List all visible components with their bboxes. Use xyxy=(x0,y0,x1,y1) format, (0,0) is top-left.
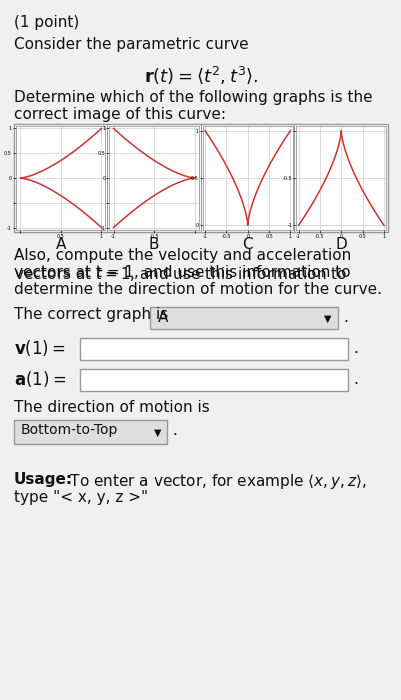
Text: D: D xyxy=(334,237,346,252)
Text: $\mathbf{a}(1) =$: $\mathbf{a}(1) =$ xyxy=(14,369,66,389)
Text: type "< x, y, z >": type "< x, y, z >" xyxy=(14,490,148,505)
Text: vectors at $t = 1$, and use this information to: vectors at $t = 1$, and use this informa… xyxy=(14,265,346,283)
Text: C: C xyxy=(242,237,253,252)
Text: $\mathbf{v}(1) =$: $\mathbf{v}(1) =$ xyxy=(14,338,66,358)
Text: Bottom-to-Top: Bottom-to-Top xyxy=(21,423,118,437)
Bar xyxy=(80,369,347,391)
Text: .: . xyxy=(172,423,176,438)
Text: correct image of this curve:: correct image of this curve: xyxy=(14,107,225,122)
Text: .: . xyxy=(352,341,357,356)
Text: The direction of motion is: The direction of motion is xyxy=(14,400,209,415)
Text: vectors at t = 1, and use this information to: vectors at t = 1, and use this informati… xyxy=(14,265,350,280)
Bar xyxy=(14,124,387,232)
Text: Usage:: Usage: xyxy=(14,472,73,487)
Bar xyxy=(80,338,347,360)
Text: Also, compute the velocity and acceleration: Also, compute the velocity and accelerat… xyxy=(14,248,350,263)
Text: The correct graph is: The correct graph is xyxy=(14,307,168,322)
Bar xyxy=(150,307,337,329)
Text: (1 point): (1 point) xyxy=(14,15,79,30)
Text: ▼: ▼ xyxy=(154,428,161,438)
Text: Determine which of the following graphs is the: Determine which of the following graphs … xyxy=(14,90,372,105)
Text: .: . xyxy=(342,310,347,325)
Text: A: A xyxy=(158,310,168,325)
Text: determine the direction of motion for the curve.: determine the direction of motion for th… xyxy=(14,282,381,297)
Text: A: A xyxy=(55,237,66,252)
Text: To enter a vector, for example $\langle x, y, z \rangle$,: To enter a vector, for example $\langle … xyxy=(65,472,366,491)
Text: B: B xyxy=(149,237,159,252)
Text: ▼: ▼ xyxy=(323,314,331,324)
Text: Consider the parametric curve: Consider the parametric curve xyxy=(14,37,248,52)
Text: .: . xyxy=(352,372,357,387)
Bar xyxy=(14,420,166,444)
Text: $\mathbf{r}(t) = \langle t^2, t^3 \rangle.$: $\mathbf{r}(t) = \langle t^2, t^3 \rangl… xyxy=(143,65,258,86)
